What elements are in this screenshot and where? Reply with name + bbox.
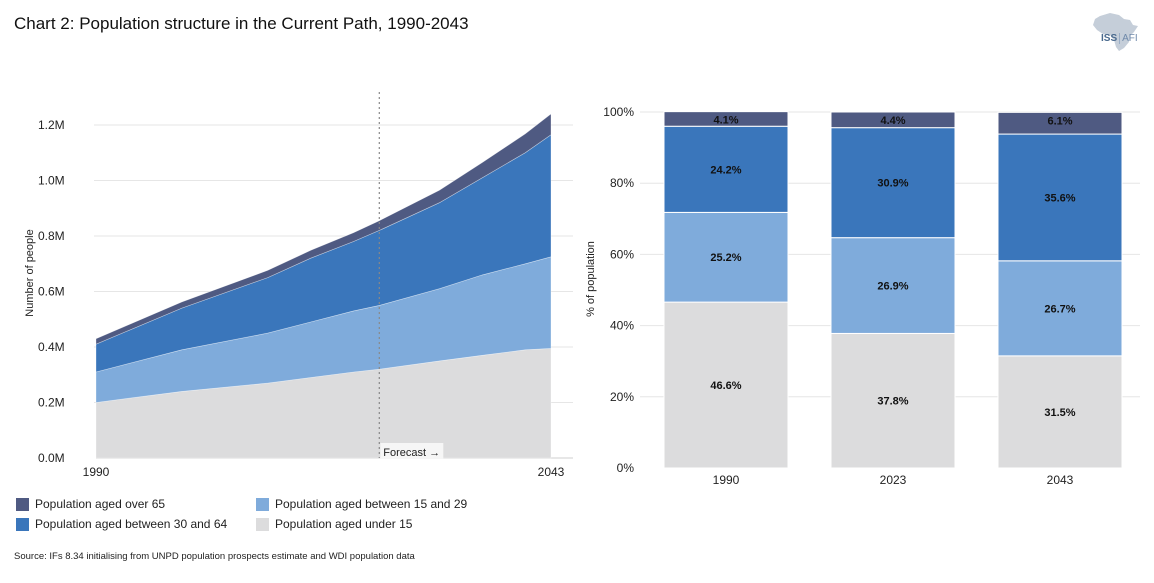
area-xtick-label: 2043 — [538, 465, 565, 479]
bar-data-label: 35.6% — [1044, 192, 1075, 204]
bar-segment-under15 — [830, 332, 956, 469]
bar-ytick-label: 0% — [617, 461, 635, 475]
bar-segment-over65 — [830, 111, 956, 129]
legend-swatch-over65 — [16, 497, 29, 511]
legend-item-over65: Population aged over 65 — [16, 497, 165, 511]
bar-segment-age15_29 — [830, 237, 956, 334]
bar-ytick-label: 100% — [603, 105, 634, 119]
bar-data-label: 4.4% — [880, 115, 905, 127]
legend-swatch-15-29 — [256, 497, 269, 511]
area-ytick-label: 0.2M — [38, 396, 65, 410]
bar-segment-age15_29 — [663, 211, 789, 303]
bar-segment-over65 — [663, 111, 789, 127]
bar-data-label: 25.2% — [710, 252, 741, 264]
bar-data-label: 26.7% — [1044, 303, 1075, 315]
legend-label-under15: Population aged under 15 — [275, 517, 413, 531]
area-ytick-label: 0.6M — [38, 285, 65, 299]
africa-map-icon — [1093, 13, 1138, 51]
legend-item-30-64: Population aged between 30 and 64 — [16, 517, 227, 531]
legend-item-15-29: Population aged between 15 and 29 — [256, 497, 467, 511]
bar-segment-under15 — [997, 355, 1123, 469]
bar-ytick-label: 60% — [610, 247, 634, 261]
bar-segment-under15 — [663, 301, 789, 469]
bar-segment-age30_64 — [997, 133, 1123, 262]
logo-suffix: AFI — [1119, 33, 1138, 44]
area-ytick-label: 0.0M — [38, 451, 65, 465]
bar-segment-over65 — [997, 111, 1123, 135]
bar-data-label: 24.2% — [710, 164, 741, 176]
bar-segment-age30_64 — [830, 127, 956, 239]
bar-data-label: 6.1% — [1047, 115, 1072, 127]
area-xtick-label: 1990 — [83, 465, 110, 479]
legend-swatch-under15 — [256, 517, 269, 531]
area-ytick-label: 0.8M — [38, 229, 65, 243]
bar-xtick-label: 2043 — [1047, 473, 1074, 487]
legend: Population aged over 65 Population aged … — [16, 497, 576, 537]
bar-xtick-label: 2023 — [880, 473, 907, 487]
area-ylabel: Number of people — [24, 229, 36, 316]
area-ytick-label: 1.2M — [38, 118, 65, 132]
bar-data-label: 37.8% — [877, 396, 908, 408]
forecast-label-bg — [380, 443, 444, 459]
bar-data-label: 46.6% — [710, 380, 741, 392]
bar-ylabel: % of population — [585, 241, 597, 317]
area-series-over65 — [95, 113, 552, 345]
legend-item-under15: Population aged under 15 — [256, 517, 412, 531]
bar-segment-age15_29 — [997, 260, 1123, 357]
bar-ytick-label: 20% — [610, 390, 634, 404]
legend-label-over65: Population aged over 65 — [35, 497, 166, 511]
bar-ytick-label: 40% — [610, 319, 634, 333]
legend-label-30-64: Population aged between 30 and 64 — [35, 517, 228, 531]
chart-title: Chart 2: Population structure in the Cur… — [14, 14, 469, 33]
legend-label-15-29: Population aged between 15 and 29 — [275, 497, 468, 511]
forecast-label: Forecast → — [383, 447, 440, 459]
area-ytick-label: 0.4M — [38, 340, 65, 354]
logo-name: ISS — [1101, 33, 1118, 44]
bar-xtick-label: 1990 — [713, 473, 740, 487]
area-ytick-label: 1.0M — [38, 174, 65, 188]
bar-data-label: 4.1% — [713, 115, 738, 127]
bar-data-label: 26.9% — [877, 281, 908, 293]
bar-data-label: 31.5% — [1044, 407, 1075, 419]
bar-ytick-label: 80% — [610, 176, 634, 190]
logo-text: ISS AFI — [1101, 33, 1138, 44]
bar-data-label: 30.9% — [877, 178, 908, 190]
legend-swatch-30-64 — [16, 517, 29, 531]
source-note: Source: IFs 8.34 initialising from UNPD … — [14, 551, 415, 562]
